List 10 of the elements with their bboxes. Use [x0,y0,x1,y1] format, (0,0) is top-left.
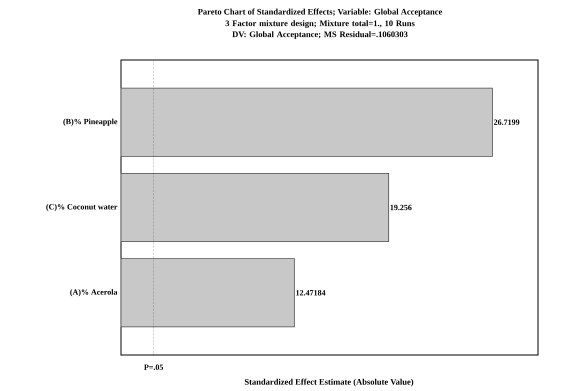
y-tick-label: (B)% Pineapple [63,118,118,126]
ref-line-label: P=.05 [144,364,164,370]
chart-subtitle: 3 Factor mixture design; Mixture total=1., 10 Runs DV: Global Acceptance; MS Residual=.1060303 [226,20,415,39]
data-label: 26.7199 [494,120,520,125]
data-label: 12.47184 [296,290,326,296]
data-label: 19.256 [390,204,412,210]
y-tick-label: (C)% Coconut water [46,204,118,212]
x-axis-title: Standardized Effect Estimate (Absolute Value) [244,378,414,386]
chart-title: Pareto Chart of Standardized Effects; Variable: Global Acceptance [198,8,442,16]
y-tick-label: (A)% Acerola [70,289,118,296]
